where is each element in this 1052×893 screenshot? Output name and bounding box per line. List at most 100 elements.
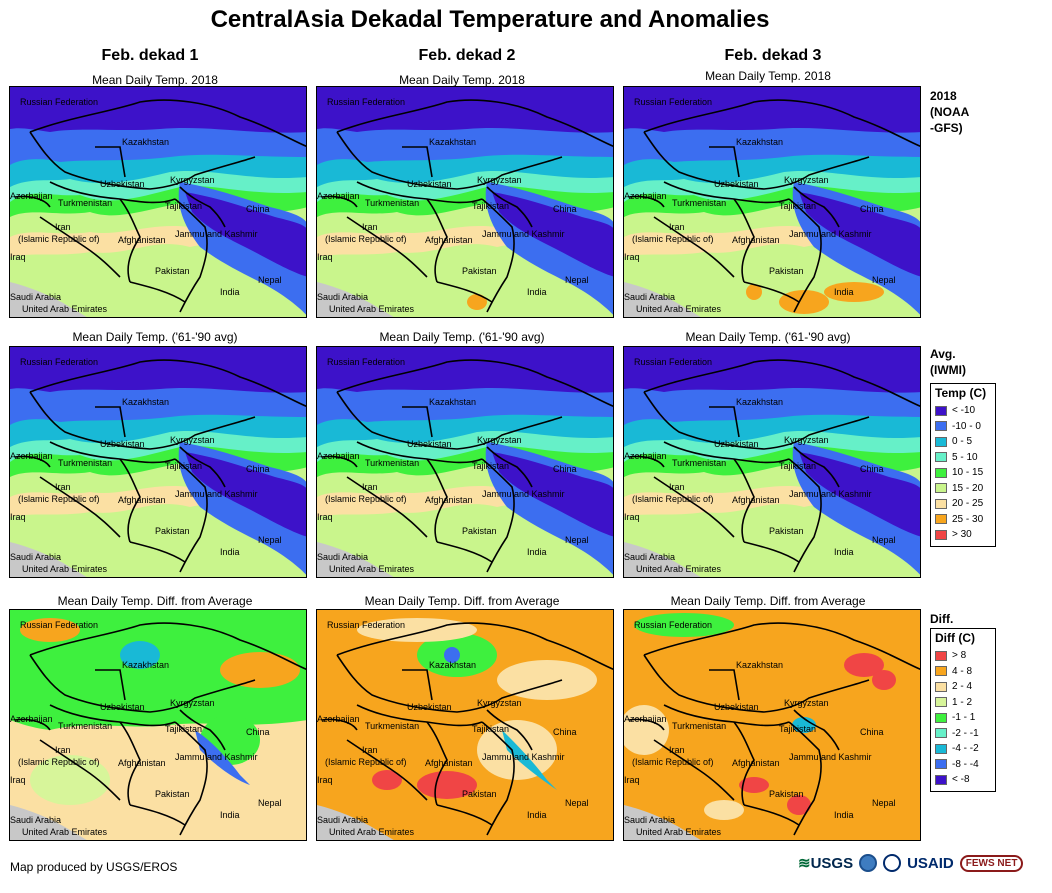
map-diff-dekad-2: Russian Federation Kazakhstan Uzbekistan Ky…: [316, 609, 614, 841]
map-label-turkmenistan: Turkmenistan: [672, 721, 726, 731]
map-label-kyrgyzstan: Kyrgyzstan: [477, 435, 522, 445]
country-borders: [14, 622, 306, 836]
map-label-india: India: [220, 547, 240, 557]
usgs-logo: ≋USGS: [798, 855, 854, 872]
map-2018-dekad-3: Russian Federation Kazakhstan Uzbekistan Ky…: [623, 86, 921, 318]
map-label-turkmenistan: Turkmenistan: [672, 198, 726, 208]
diff-legend-swatch: [935, 697, 947, 708]
map-label-afghanistan: Afghanistan: [732, 235, 780, 245]
map-label-iraq: Iraq: [10, 252, 26, 262]
row-label-2018: 2018 (NOAA -GFS): [930, 89, 970, 135]
map-svg: Russian Federation Kazakhstan Uzbekistan Ky…: [624, 347, 920, 577]
map-svg: Russian Federation Kazakhstan Uzbekistan Ky…: [624, 610, 920, 840]
map-label-iraq: Iraq: [317, 512, 333, 522]
temp-legend-swatch: [935, 498, 947, 509]
country-borders: [628, 359, 920, 573]
map-label-tajikistan: Tajikistan: [779, 724, 816, 734]
map-label-saudi: Saudi Arabia: [10, 292, 61, 302]
map-label-afghanistan: Afghanistan: [425, 758, 473, 768]
map-label-russia: Russian Federation: [327, 620, 405, 630]
map-label-azerbaijan: Azerbaijan: [624, 714, 667, 724]
caption-r3c1: Mean Daily Temp. Diff. from Average: [57, 594, 253, 608]
map-label-iran-sub: (Islamic Republic of): [632, 234, 714, 244]
column-header-dekad-3: Feb. dekad 3: [724, 47, 822, 64]
temp-legend-title: Temp (C): [935, 386, 987, 400]
diff-legend-label: -1 - 1: [952, 712, 976, 724]
diff-legend-swatch: [935, 759, 947, 770]
map-diff-dekad-1: Russian Federation Kazakhstan Uzbekistan Ky…: [9, 609, 307, 841]
diff-legend-label: -8 - -4: [952, 758, 979, 770]
map-label-iran-sub: (Islamic Republic of): [18, 757, 100, 767]
map-label-russia: Russian Federation: [20, 357, 98, 367]
map-label-india: India: [527, 287, 547, 297]
map-label-azerbaijan: Azerbaijan: [317, 714, 360, 724]
map-label-china: China: [553, 727, 577, 737]
diff-legend-swatch: [935, 728, 947, 739]
map-label-uzbekistan: Uzbekistan: [407, 702, 452, 712]
temp-legend-swatch: [935, 483, 947, 494]
map-label-saudi: Saudi Arabia: [624, 815, 675, 825]
map-label-russia: Russian Federation: [634, 357, 712, 367]
map-label-tajikistan: Tajikistan: [779, 461, 816, 471]
map-label-uae: United Arab Emirates: [329, 304, 415, 314]
map-label-uzbekistan: Uzbekistan: [714, 439, 759, 449]
map-label-russia: Russian Federation: [327, 97, 405, 107]
map-label-jammu: Jammu and Kashmir: [482, 489, 565, 499]
map-label-azerbaijan: Azerbaijan: [10, 714, 53, 724]
map-label-nepal: Nepal: [565, 535, 589, 545]
diff-legend-item: 1 - 2: [935, 695, 991, 711]
temp-legend: Temp (C) < -10 -10 - 0 0 - 5 5 - 10 10 - 15 1…: [930, 383, 996, 547]
row-label-avg: Avg. (IWMI): [930, 347, 966, 377]
diff-legend-label: -4 - -2: [952, 743, 979, 755]
temp-legend-swatch: [935, 467, 947, 478]
temp-legend-item: 20 - 25: [935, 496, 991, 512]
map-label-afghanistan: Afghanistan: [118, 758, 166, 768]
temp-legend-label: -10 - 0: [952, 420, 981, 432]
map-label-saudi: Saudi Arabia: [317, 815, 368, 825]
map-label-saudi: Saudi Arabia: [10, 815, 61, 825]
map-label-turkmenistan: Turkmenistan: [58, 458, 112, 468]
map-label-india: India: [527, 810, 547, 820]
map-label-uzbekistan: Uzbekistan: [407, 439, 452, 449]
map-label-iraq: Iraq: [317, 252, 333, 262]
map-label-iran: Iran: [55, 482, 71, 492]
map-label-nepal: Nepal: [565, 275, 589, 285]
map-label-pakistan: Pakistan: [769, 526, 804, 536]
map-label-jammu: Jammu and Kashmir: [789, 752, 872, 762]
map-label-iraq: Iraq: [624, 775, 640, 785]
diff-legend-label: 2 - 4: [952, 681, 973, 693]
country-borders: [321, 622, 613, 836]
map-avg-dekad-1: Russian Federation Kazakhstan Uzbekistan Ky…: [9, 346, 307, 578]
map-label-azerbaijan: Azerbaijan: [317, 451, 360, 461]
diff-legend-item: < -8: [935, 772, 991, 788]
map-svg: Russian Federation Kazakhstan Uzbekistan Ky…: [317, 347, 613, 577]
caption-r1c2: Mean Daily Temp. 2018: [399, 73, 525, 87]
logo-bar: ≋USGS USAID FEWS NET: [798, 854, 1024, 872]
map-label-kyrgyzstan: Kyrgyzstan: [477, 175, 522, 185]
map-label-iran-sub: (Islamic Republic of): [18, 234, 100, 244]
map-label-pakistan: Pakistan: [462, 526, 497, 536]
temp-legend-item: -10 - 0: [935, 419, 991, 435]
row-label-diff: Diff.: [930, 612, 954, 626]
temp-legend-item: 5 - 10: [935, 450, 991, 466]
map-label-uae: United Arab Emirates: [636, 564, 722, 574]
map-label-iran: Iran: [669, 222, 685, 232]
map-label-china: China: [553, 464, 577, 474]
map-label-iran-sub: (Islamic Republic of): [632, 757, 714, 767]
diff-legend-item: 2 - 4: [935, 679, 991, 695]
map-label-nepal: Nepal: [258, 535, 282, 545]
map-label-iran: Iran: [669, 482, 685, 492]
caption-r2c2: Mean Daily Temp. ('61-'90 avg): [379, 330, 545, 344]
map-label-kazakhstan: Kazakhstan: [429, 137, 476, 147]
map-svg: Russian Federation Kazakhstan Uzbekistan Ky…: [10, 87, 306, 317]
map-label-china: China: [553, 204, 577, 214]
map-label-turkmenistan: Turkmenistan: [58, 721, 112, 731]
map-label-tajikistan: Tajikistan: [165, 724, 202, 734]
map-label-kazakhstan: Kazakhstan: [736, 397, 783, 407]
temp-legend-label: 20 - 25: [952, 498, 984, 510]
temp-legend-swatch: [935, 436, 947, 447]
map-label-kazakhstan: Kazakhstan: [429, 660, 476, 670]
map-svg: Russian Federation Kazakhstan Uzbekistan Ky…: [10, 347, 306, 577]
map-label-pakistan: Pakistan: [155, 266, 190, 276]
temp-legend-item: 0 - 5: [935, 434, 991, 450]
